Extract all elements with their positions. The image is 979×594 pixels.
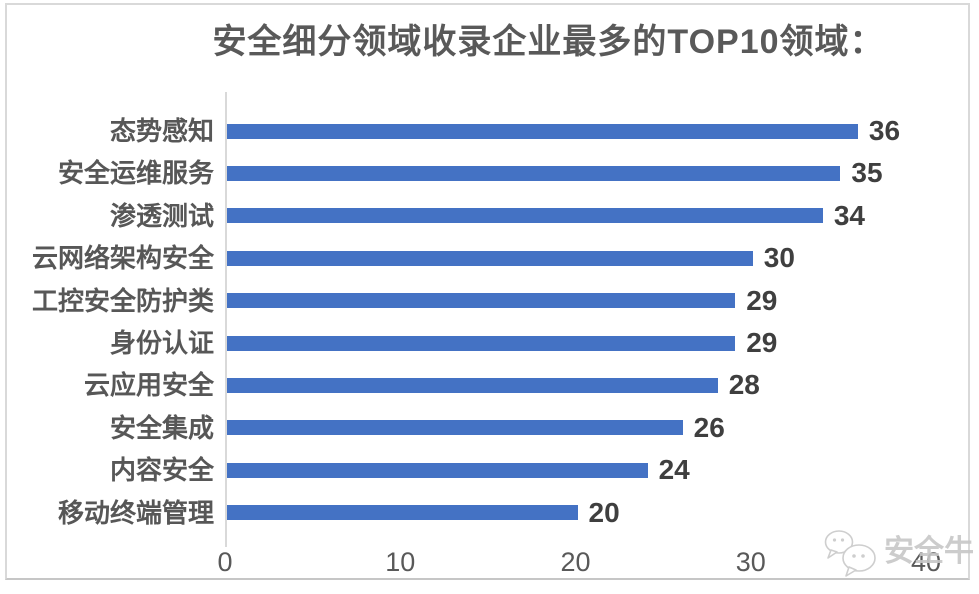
category-axis-line	[225, 92, 227, 547]
value-label: 24	[658, 454, 690, 486]
bar	[227, 123, 858, 139]
category-label: 云网络架构安全	[31, 243, 214, 274]
bar	[227, 505, 578, 521]
bar	[227, 462, 648, 478]
x-tick-label: 0	[217, 547, 233, 577]
value-label: 29	[746, 284, 778, 316]
category-label: 身份认证	[109, 328, 214, 358]
category-label: 内容安全	[109, 455, 214, 486]
bar	[227, 165, 841, 181]
bar	[227, 335, 736, 351]
value-label: 20	[588, 496, 620, 528]
value-label: 29	[746, 327, 778, 358]
watermark: 安全牛	[822, 529, 974, 586]
x-tick-label: 30	[735, 547, 766, 577]
watermark-label: 安全牛	[884, 535, 974, 568]
category-label: 云应用安全	[83, 370, 214, 401]
bar	[227, 208, 823, 224]
value-label: 34	[833, 199, 865, 231]
bar	[227, 420, 683, 436]
chart-title: 安全细分领域收录企业最多的TOP10领域：	[212, 23, 885, 61]
bar	[227, 250, 753, 266]
x-tick-label: 10	[385, 547, 416, 577]
bar	[227, 293, 736, 309]
category-label: 工控安全防护类	[31, 285, 214, 316]
category-label: 移动终端管理	[57, 497, 214, 528]
value-label: 26	[693, 411, 725, 443]
category-label: 安全运维服务	[57, 158, 214, 189]
chat-bubbles-icon	[822, 529, 880, 586]
value-label: 30	[763, 242, 795, 274]
x-tick-label: 40	[910, 547, 942, 577]
category-label: 渗透测试	[109, 200, 214, 231]
category-label: 态势感知	[109, 116, 214, 146]
value-label: 28	[728, 369, 760, 401]
chart-frame	[5, 3, 970, 580]
bar	[227, 377, 718, 393]
value-label: 35	[851, 157, 883, 189]
value-label: 36	[868, 115, 901, 146]
x-tick-label: 20	[560, 547, 591, 577]
category-label: 安全集成	[109, 412, 214, 443]
